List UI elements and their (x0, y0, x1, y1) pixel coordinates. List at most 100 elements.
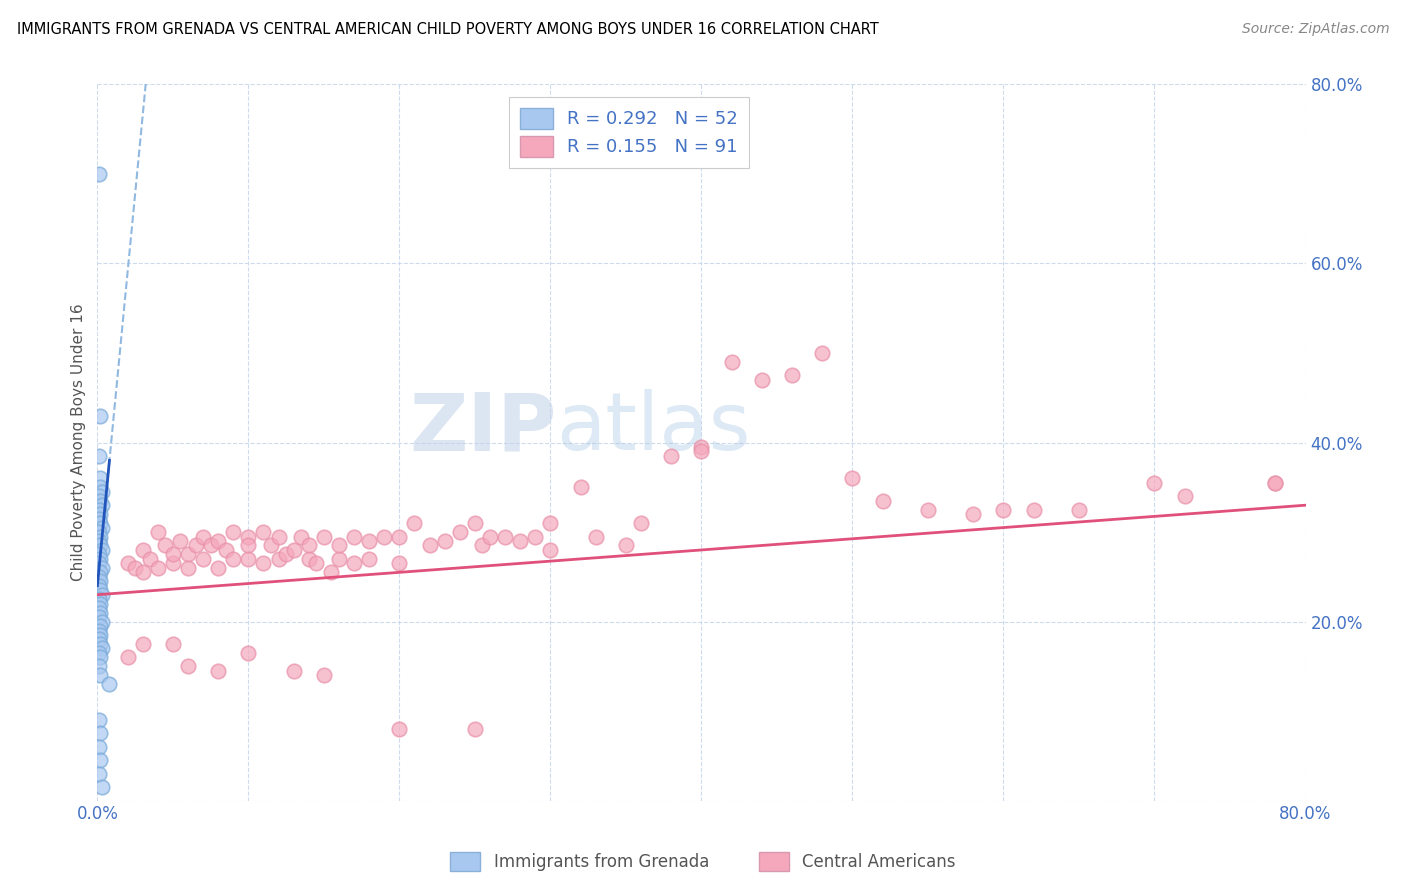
Point (87, 592, 110, 607)
Point (87, 766, 110, 780)
Text: atlas: atlas (557, 389, 751, 467)
Point (449, 524, 471, 539)
Point (690, 440, 713, 454)
Point (124, 561, 146, 575)
Point (222, 552, 245, 566)
Point (87, 449, 110, 463)
Point (89, 471, 111, 485)
Point (283, 664, 305, 678)
Point (177, 561, 200, 575)
Point (538, 543, 561, 558)
Point (162, 637, 184, 651)
Point (155, 539, 177, 553)
Point (89, 628, 111, 642)
Point (222, 524, 245, 539)
Point (89, 637, 111, 651)
Text: Source: ZipAtlas.com: Source: ZipAtlas.com (1241, 22, 1389, 37)
Point (200, 539, 222, 553)
Point (207, 664, 229, 678)
Point (87, 557, 110, 571)
Point (238, 529, 260, 543)
Point (146, 524, 169, 539)
Point (89, 597, 111, 611)
Point (87, 511, 110, 525)
Point (479, 529, 502, 543)
Point (404, 516, 426, 530)
Point (87, 610, 110, 624)
Y-axis label: Child Poverty Among Boys Under 16: Child Poverty Among Boys Under 16 (72, 303, 86, 582)
Point (191, 552, 214, 566)
Point (509, 534, 531, 549)
Point (89, 753, 111, 767)
Point (87, 739, 110, 754)
Point (191, 529, 214, 543)
Point (388, 557, 411, 571)
Point (89, 650, 111, 665)
Point (177, 659, 200, 673)
Point (207, 561, 229, 575)
Point (659, 449, 682, 463)
Point (89, 668, 111, 682)
Point (276, 548, 298, 562)
Point (538, 516, 561, 530)
Point (117, 650, 139, 665)
Point (373, 529, 395, 543)
Point (90, 520, 112, 534)
Point (87, 548, 110, 562)
Point (252, 557, 274, 571)
Point (89, 493, 111, 508)
Point (184, 539, 207, 553)
Point (252, 524, 274, 539)
Point (87, 502, 110, 516)
Point (630, 516, 652, 530)
Point (283, 543, 305, 558)
Point (780, 368, 803, 383)
Point (131, 566, 153, 580)
Point (464, 722, 486, 736)
Point (471, 539, 494, 553)
Point (89, 539, 111, 553)
Point (872, 493, 894, 508)
Point (89, 480, 111, 494)
Point (90, 641, 112, 656)
Point (87, 659, 110, 673)
Point (90, 780, 112, 795)
Point (433, 534, 456, 549)
Point (139, 552, 162, 566)
Point (1067, 502, 1090, 516)
Point (343, 557, 366, 571)
Point (87, 489, 110, 503)
Point (298, 552, 321, 566)
Point (146, 561, 169, 575)
Point (98, 677, 121, 691)
Point (169, 534, 191, 549)
Point (811, 346, 834, 360)
Point (267, 552, 290, 566)
Point (89, 507, 111, 521)
Point (328, 552, 350, 566)
Point (238, 539, 260, 553)
Point (87, 646, 110, 660)
Point (90, 543, 112, 558)
Point (328, 539, 350, 553)
Point (312, 668, 335, 682)
Point (90, 484, 112, 499)
Point (207, 534, 229, 549)
Point (343, 529, 366, 543)
Point (1022, 502, 1045, 516)
Point (89, 566, 111, 580)
Point (569, 480, 592, 494)
Point (89, 529, 111, 543)
Point (359, 552, 381, 566)
Point (1264, 475, 1286, 490)
Point (993, 502, 1015, 516)
Text: ZIP: ZIP (409, 389, 557, 467)
Point (305, 557, 328, 571)
Point (290, 529, 312, 543)
Point (87, 601, 110, 615)
Point (90, 588, 112, 602)
Point (89, 574, 111, 589)
Point (720, 355, 742, 369)
Point (90, 498, 112, 512)
Legend: R = 0.292   N = 52, R = 0.155   N = 91: R = 0.292 N = 52, R = 0.155 N = 91 (509, 97, 748, 168)
